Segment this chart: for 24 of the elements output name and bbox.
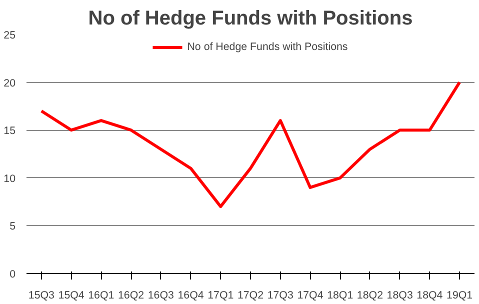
x-tick-label: 16Q1 (88, 290, 114, 302)
x-tick-label: 16Q4 (178, 290, 204, 302)
y-tick-label: 5 (10, 220, 16, 233)
x-tick-label: 18Q1 (327, 290, 354, 302)
x-tick-label: 17Q3 (267, 290, 294, 302)
y-tick-label: 15 (4, 125, 16, 138)
x-tick-label: 17Q1 (208, 290, 234, 302)
x-tick-label: 17Q2 (237, 290, 264, 302)
y-tick-label: 10 (4, 172, 16, 185)
x-tick-label: 15Q4 (58, 290, 84, 302)
x-tick-label: 16Q3 (148, 290, 174, 302)
y-tick-label: 20 (4, 77, 16, 90)
x-tick-label: 16Q2 (118, 290, 144, 302)
x-tick-label: 18Q2 (356, 290, 384, 302)
x-tick-label: 18Q3 (386, 290, 413, 302)
y-tick-label: 0 (10, 268, 16, 280)
y-tick-label: 25 (4, 30, 16, 42)
x-tick-label: 18Q4 (416, 290, 443, 302)
line-series (40, 80, 462, 208)
x-tick-label: 15Q3 (28, 290, 55, 302)
chart-title: No of Hedge Funds with Positions (88, 8, 413, 30)
legend-label: No of Hedge Funds with Positions (187, 41, 348, 53)
x-tick-label: 19Q1 (446, 290, 473, 302)
x-tick-label: 17Q4 (297, 290, 324, 302)
